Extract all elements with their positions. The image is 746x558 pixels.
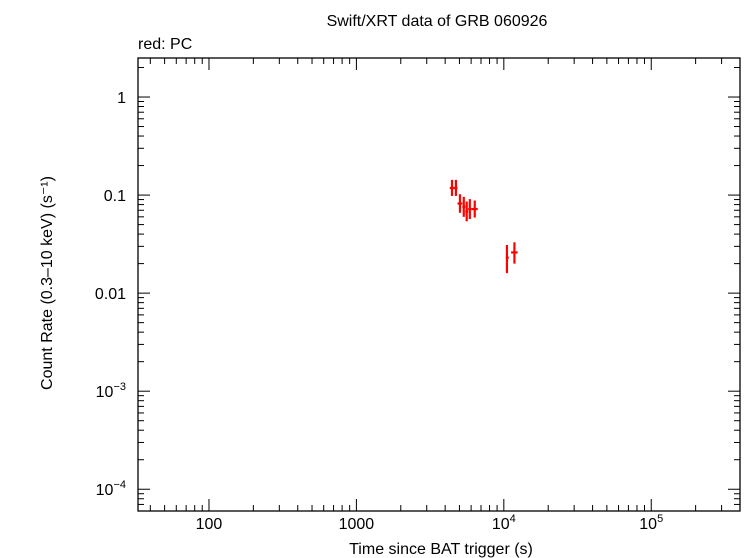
tick-labels: 100 1000 104 105 1 0.1 0.01 10−3 10−4 [95, 90, 663, 533]
data-point [465, 201, 469, 222]
data-point [462, 196, 466, 217]
data-point [449, 179, 455, 196]
axis-ticks [138, 58, 741, 512]
plot-frame [137, 57, 741, 512]
data-point [468, 199, 472, 220]
data-point [505, 244, 509, 274]
y-tick-label: 1 [117, 90, 126, 107]
y-tick-label: 10−3 [96, 381, 126, 401]
chart-title: Swift/XRT data of GRB 060926 [327, 13, 548, 30]
x-tick-label: 105 [639, 513, 663, 533]
data-series-pc [449, 179, 518, 274]
x-tick-label: 100 [196, 516, 223, 533]
x-axis-label: Time since BAT trigger (s) [349, 541, 533, 558]
data-point [454, 179, 458, 196]
data-point [511, 242, 518, 264]
y-axis-label: Count Rate (0.3–10 keV) (s⁻¹) [39, 176, 56, 390]
chart-subtitle: red: PC [138, 36, 192, 53]
data-point [457, 194, 463, 213]
y-tick-label: 0.1 [104, 188, 126, 205]
y-tick-label: 10−4 [96, 479, 126, 499]
x-tick-label: 104 [492, 513, 516, 533]
y-tick-label: 0.01 [95, 286, 126, 303]
data-point [471, 200, 478, 218]
x-tick-label: 1000 [339, 516, 375, 533]
